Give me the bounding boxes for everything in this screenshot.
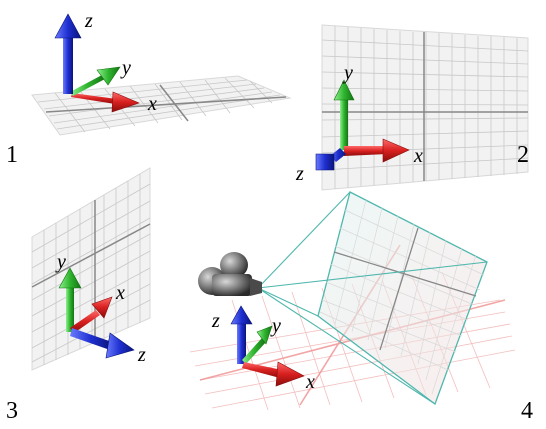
- panel-4-view-frustum: [257, 191, 488, 406]
- panel-4-z-arrow: [230, 305, 253, 364]
- panel-2-y-label: y: [342, 62, 353, 84]
- panel-1-number: 1: [6, 142, 18, 168]
- panel-3-x-arrow: [70, 296, 113, 333]
- panel-2-z-arrow: [315, 148, 346, 171]
- panel-3-vertical-plane: [31, 167, 151, 371]
- panel-2-number: 2: [517, 142, 529, 168]
- panel-3-z-label: z: [137, 344, 146, 366]
- panel-3-number: 3: [6, 398, 18, 424]
- panel-4-y-arrow: [242, 325, 273, 364]
- panel-4-number: 4: [521, 398, 533, 424]
- panel-4: z y x 4: [189, 191, 533, 424]
- panel-3-y-label: y: [55, 251, 66, 273]
- camera-icon: [198, 252, 262, 296]
- panel-2-x-arrow: [344, 138, 410, 163]
- panel-1-x-label: x: [147, 93, 157, 115]
- panel-1-x-arrow: [71, 91, 140, 113]
- panel-4-x-label: x: [305, 371, 315, 393]
- panel-2: y x z 2: [295, 24, 529, 191]
- panel-1-y-arrow: [70, 66, 121, 96]
- panel-2-y-arrow: [333, 79, 355, 150]
- panel-1-z-arrow: [54, 13, 82, 94]
- panel-3-x-label: x: [115, 282, 125, 304]
- panel-1-z-label: z: [84, 10, 93, 32]
- panel-1-grid-major: [45, 84, 287, 122]
- panel-4-x-arrow: [242, 361, 305, 387]
- panel-3-z-arrow: [70, 328, 135, 359]
- panel-3: y x z 3: [6, 167, 151, 424]
- panel-1: x y z 1: [6, 10, 292, 168]
- panel-3-y-arrow: [58, 267, 82, 332]
- panel-4-y-label: y: [270, 315, 281, 337]
- panel-1-y-label: y: [120, 57, 131, 79]
- panel-2-grid-major: [322, 32, 528, 181]
- panel-4-z-label: z: [211, 310, 220, 332]
- panel-2-x-label: x: [413, 145, 423, 167]
- panel-2-z-label: z: [295, 163, 304, 185]
- panel-3-grid: [31, 174, 151, 365]
